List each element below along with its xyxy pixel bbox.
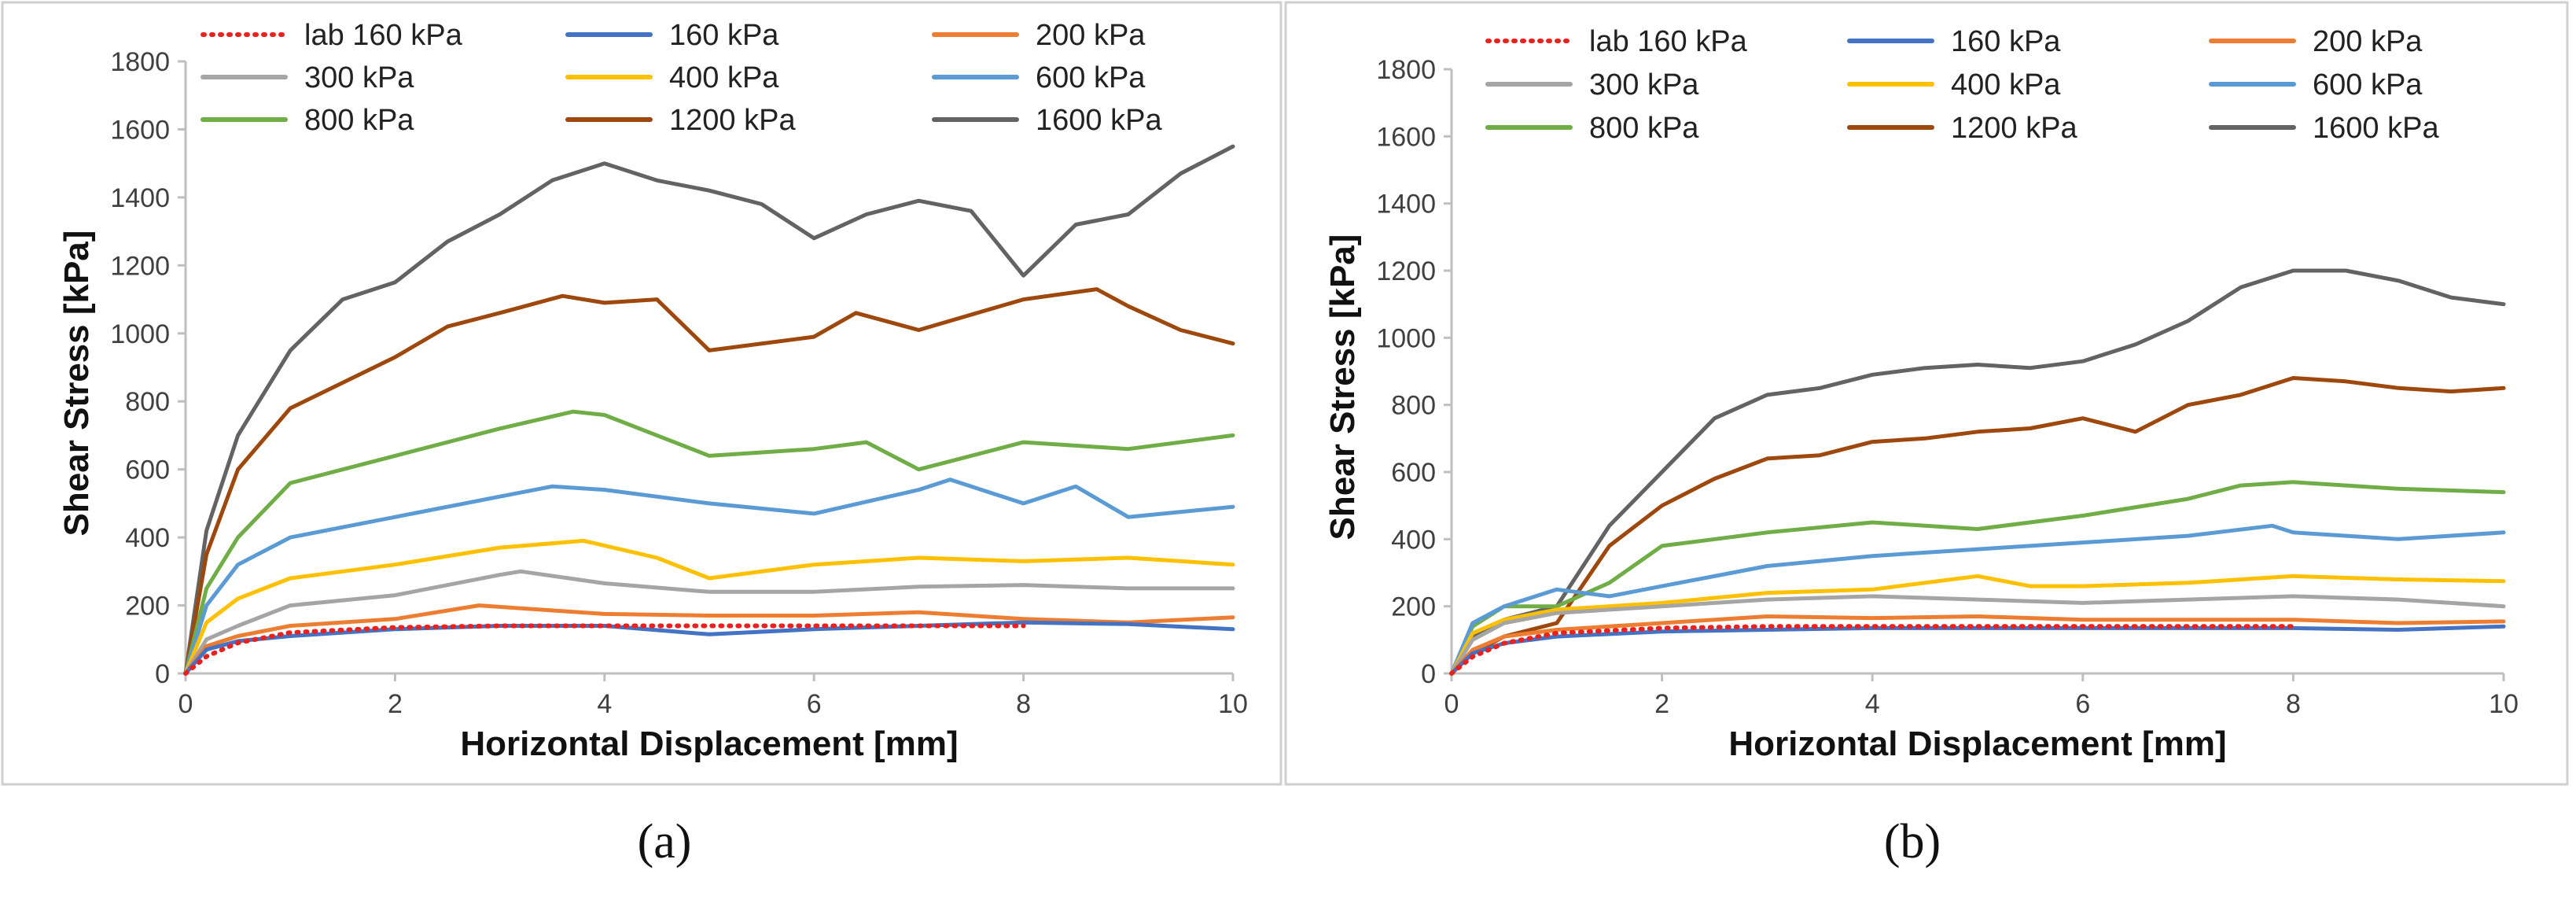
x-tick-label: 2: [1654, 689, 1669, 719]
x-tick-label: 10: [2489, 689, 2519, 719]
y-tick-label: 1200: [110, 251, 170, 281]
series-line-lab-160-kpa: [183, 623, 1026, 676]
x-tick-label: 10: [1218, 689, 1248, 719]
series-line-300-kpa: [1449, 594, 2506, 676]
x-axis-label: Horizontal Displacement [mm]: [1728, 725, 2226, 763]
legend-label: 1600 kPa: [1036, 104, 1162, 137]
y-tick-label: 1600: [110, 115, 170, 145]
chart-panel-2: 0 200 400 600 800 1000 1200 1400 1600 1800 0 2 4 6 8 10…: [1284, 1, 2569, 869]
y-tick-label: 600: [1391, 458, 1436, 488]
y-tick-label: 200: [1391, 592, 1436, 622]
y-tick-label: 1800: [1376, 55, 1436, 85]
y-axis-label: Shear Stress [kPa]: [1323, 234, 1362, 540]
x-tick-label: 8: [1016, 689, 1031, 719]
series-line-1600-kpa: [183, 144, 1235, 676]
series-line-200-kpa: [1449, 614, 2506, 676]
legend-label: 300 kPa: [1589, 68, 1699, 101]
legend-label: 600 kPa: [2313, 68, 2423, 101]
legend-label: 600 kPa: [1036, 61, 1146, 94]
x-tick-label: 4: [597, 689, 612, 719]
legend-label: 1200 kPa: [669, 104, 796, 137]
x-tick-label: 2: [388, 689, 403, 719]
x-tick-label: 0: [178, 689, 193, 719]
series-line-400-kpa: [183, 538, 1235, 676]
series-line-400-kpa: [1449, 574, 2506, 676]
legend: lab 160 kPa 160 kPa 200 kPa 300 kPa 400 kPa 6…: [201, 19, 1162, 137]
legend-label: 1200 kPa: [1951, 112, 2077, 145]
y-tick-label: 1600: [1376, 122, 1436, 152]
legend-label: lab 160 kPa: [304, 19, 463, 52]
series-line-300-kpa: [183, 569, 1235, 676]
legend-label: 160 kPa: [669, 19, 779, 52]
legend-label: 200 kPa: [1036, 19, 1146, 52]
series-line-1200-kpa: [183, 287, 1235, 676]
series-line-600-kpa: [1449, 523, 2506, 676]
legend-label: 300 kPa: [304, 61, 414, 94]
x-tick-label: 8: [2286, 689, 2301, 719]
series-line-1600-kpa: [1449, 268, 2506, 676]
y-tick-label: 1400: [1376, 190, 1436, 219]
chart-panel-1: 0 200 400 600 800 1000 1200 1400 1600 1800 0 2 4 6 8 10…: [1, 1, 1282, 869]
y-tick-label: 800: [125, 387, 170, 417]
panel-caption: (a): [638, 815, 692, 869]
legend-label: 400 kPa: [669, 61, 779, 94]
y-tick-label: 400: [125, 523, 170, 553]
y-tick-label: 1000: [1376, 323, 1436, 353]
x-tick-label: 6: [2075, 689, 2090, 719]
y-tick-label: 1400: [110, 183, 170, 213]
y-tick-label: 200: [125, 592, 170, 622]
panel-caption: (b): [1884, 815, 1941, 869]
series-line-600-kpa: [183, 478, 1235, 676]
y-tick-label: 0: [1421, 659, 1436, 689]
series-line-lab-160-kpa: [1449, 624, 2296, 676]
x-tick-label: 0: [1444, 689, 1459, 719]
series-line-800-kpa: [1449, 480, 2506, 676]
x-axis-label: Horizontal Displacement [mm]: [460, 725, 958, 763]
legend-label: 800 kPa: [1589, 112, 1699, 145]
series-group: [183, 144, 1235, 676]
y-tick-label: 400: [1391, 525, 1436, 555]
series-line-800-kpa: [183, 409, 1235, 676]
legend-label: 400 kPa: [1951, 68, 2061, 101]
chart-frame: [1284, 1, 2569, 786]
y-tick-label: 1200: [1376, 256, 1436, 286]
legend-label: 800 kPa: [304, 104, 414, 137]
legend-label: 160 kPa: [1951, 25, 2061, 58]
y-tick-label: 1800: [110, 47, 170, 77]
x-tick-label: 4: [1865, 689, 1880, 719]
y-tick-label: 600: [125, 456, 170, 485]
legend-label: 200 kPa: [2313, 25, 2423, 58]
y-tick-label: 1000: [110, 319, 170, 349]
y-tick-label: 0: [155, 659, 170, 689]
legend-label: lab 160 kPa: [1589, 25, 1748, 58]
series-line-200-kpa: [183, 603, 1235, 676]
x-tick-label: 6: [807, 689, 822, 719]
legend: lab 160 kPa 160 kPa 200 kPa 300 kPa 400 kPa 6…: [1485, 25, 2439, 145]
legend-label: 1600 kPa: [2313, 112, 2439, 145]
y-axis-label: Shear Stress [kPa]: [57, 231, 96, 537]
series-group: [1449, 268, 2506, 676]
y-tick-label: 800: [1391, 391, 1436, 421]
series-line-1200-kpa: [1449, 376, 2506, 676]
